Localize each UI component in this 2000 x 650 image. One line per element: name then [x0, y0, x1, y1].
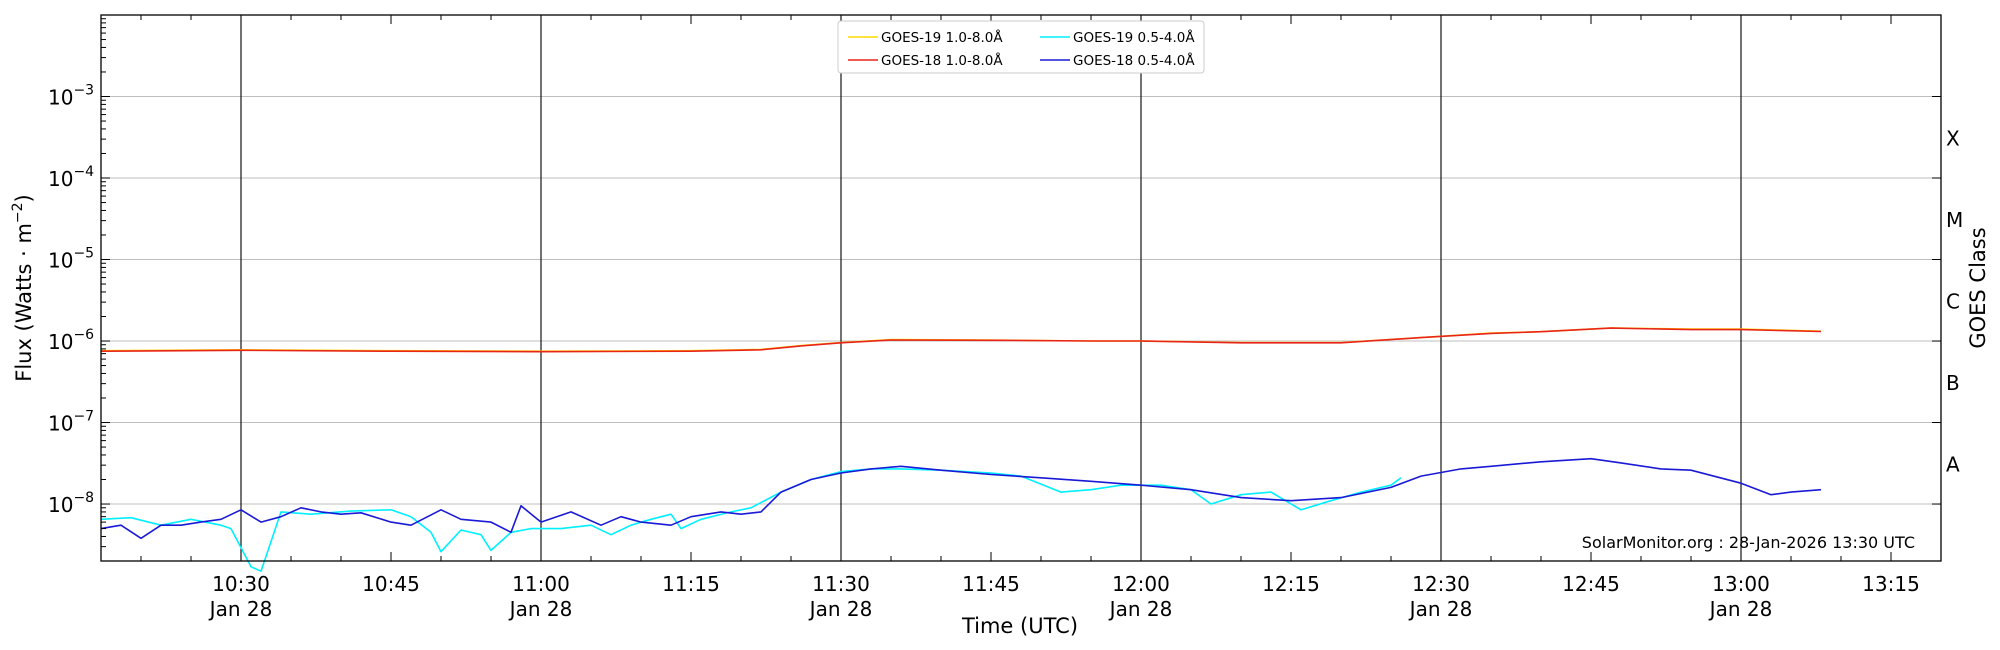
x-tick-sublabel: Jan 28 [208, 597, 273, 621]
legend-label: GOES-18 0.5-4.0Å [1073, 52, 1195, 69]
x-tick-sublabel: Jan 28 [808, 597, 873, 621]
x-tick-label: 11:15 [662, 572, 720, 596]
y-axis-title-base: Flux (Watts · m [12, 223, 36, 382]
x-tick-label: 10:30 [212, 572, 270, 596]
y-tick-label: 10−8 [48, 490, 94, 517]
y-axis-title-close: ) [12, 194, 36, 202]
goes-class-label: M [1946, 208, 1963, 232]
y-tick-label: 10−3 [48, 83, 94, 110]
x-tick-label: 11:30 [812, 572, 870, 596]
legend-box [837, 20, 1205, 74]
y-tick-label: 10−5 [48, 246, 94, 273]
x-tick-sublabel: Jan 28 [508, 597, 573, 621]
goes-class-label: C [1946, 289, 1960, 313]
y-tick-label: 10−6 [48, 327, 94, 354]
y-axis-title-exp: −2 [10, 202, 26, 223]
x-tick-label: 11:00 [512, 572, 570, 596]
x-axis-title: Time (UTC) [961, 614, 1078, 638]
goes-class-label: X [1946, 126, 1960, 150]
x-tick-label: 12:15 [1262, 572, 1320, 596]
legend-label: GOES-19 1.0-8.0Å [881, 29, 1003, 46]
goes-class-axis-title: GOES Class [1966, 227, 1990, 348]
x-tick-label: 12:45 [1562, 572, 1620, 596]
series-line [100, 327, 1822, 353]
x-tick-label: 11:45 [962, 572, 1020, 596]
x-tick-label: 13:00 [1712, 572, 1770, 596]
x-tick-sublabel: Jan 28 [1108, 597, 1173, 621]
plot-frame [100, 14, 1942, 562]
y-tick-label: 10−4 [48, 164, 94, 191]
legend: GOES-19 1.0-8.0Å GOES-18 1.0-8.0Å GOES-19 … [837, 20, 1205, 74]
x-tick-label: 10:45 [362, 572, 420, 596]
series-lines [100, 327, 1822, 573]
goes-class-label: B [1946, 371, 1960, 395]
legend-label: GOES-19 0.5-4.0Å [1073, 29, 1195, 46]
x-tick-label: 12:00 [1112, 572, 1170, 596]
credit-text: SolarMonitor.org : 28-Jan-2026 13:30 UTC [1582, 533, 1915, 552]
legend-label: GOES-18 1.0-8.0Å [881, 52, 1003, 69]
x-tick-sublabel: Jan 28 [1708, 597, 1773, 621]
goes-class-label: A [1946, 452, 1960, 476]
y-axis-title: Flux (Watts · m−2) [10, 194, 36, 382]
x-tick-label: 13:15 [1862, 572, 1920, 596]
y-tick-label: 10−7 [48, 409, 94, 436]
x-tick-label: 12:30 [1412, 572, 1470, 596]
series-line [100, 457, 1822, 540]
x-tick-sublabel: Jan 28 [1408, 597, 1473, 621]
axis-ticks [101, 15, 1942, 562]
day-marker-lines [240, 15, 1742, 561]
